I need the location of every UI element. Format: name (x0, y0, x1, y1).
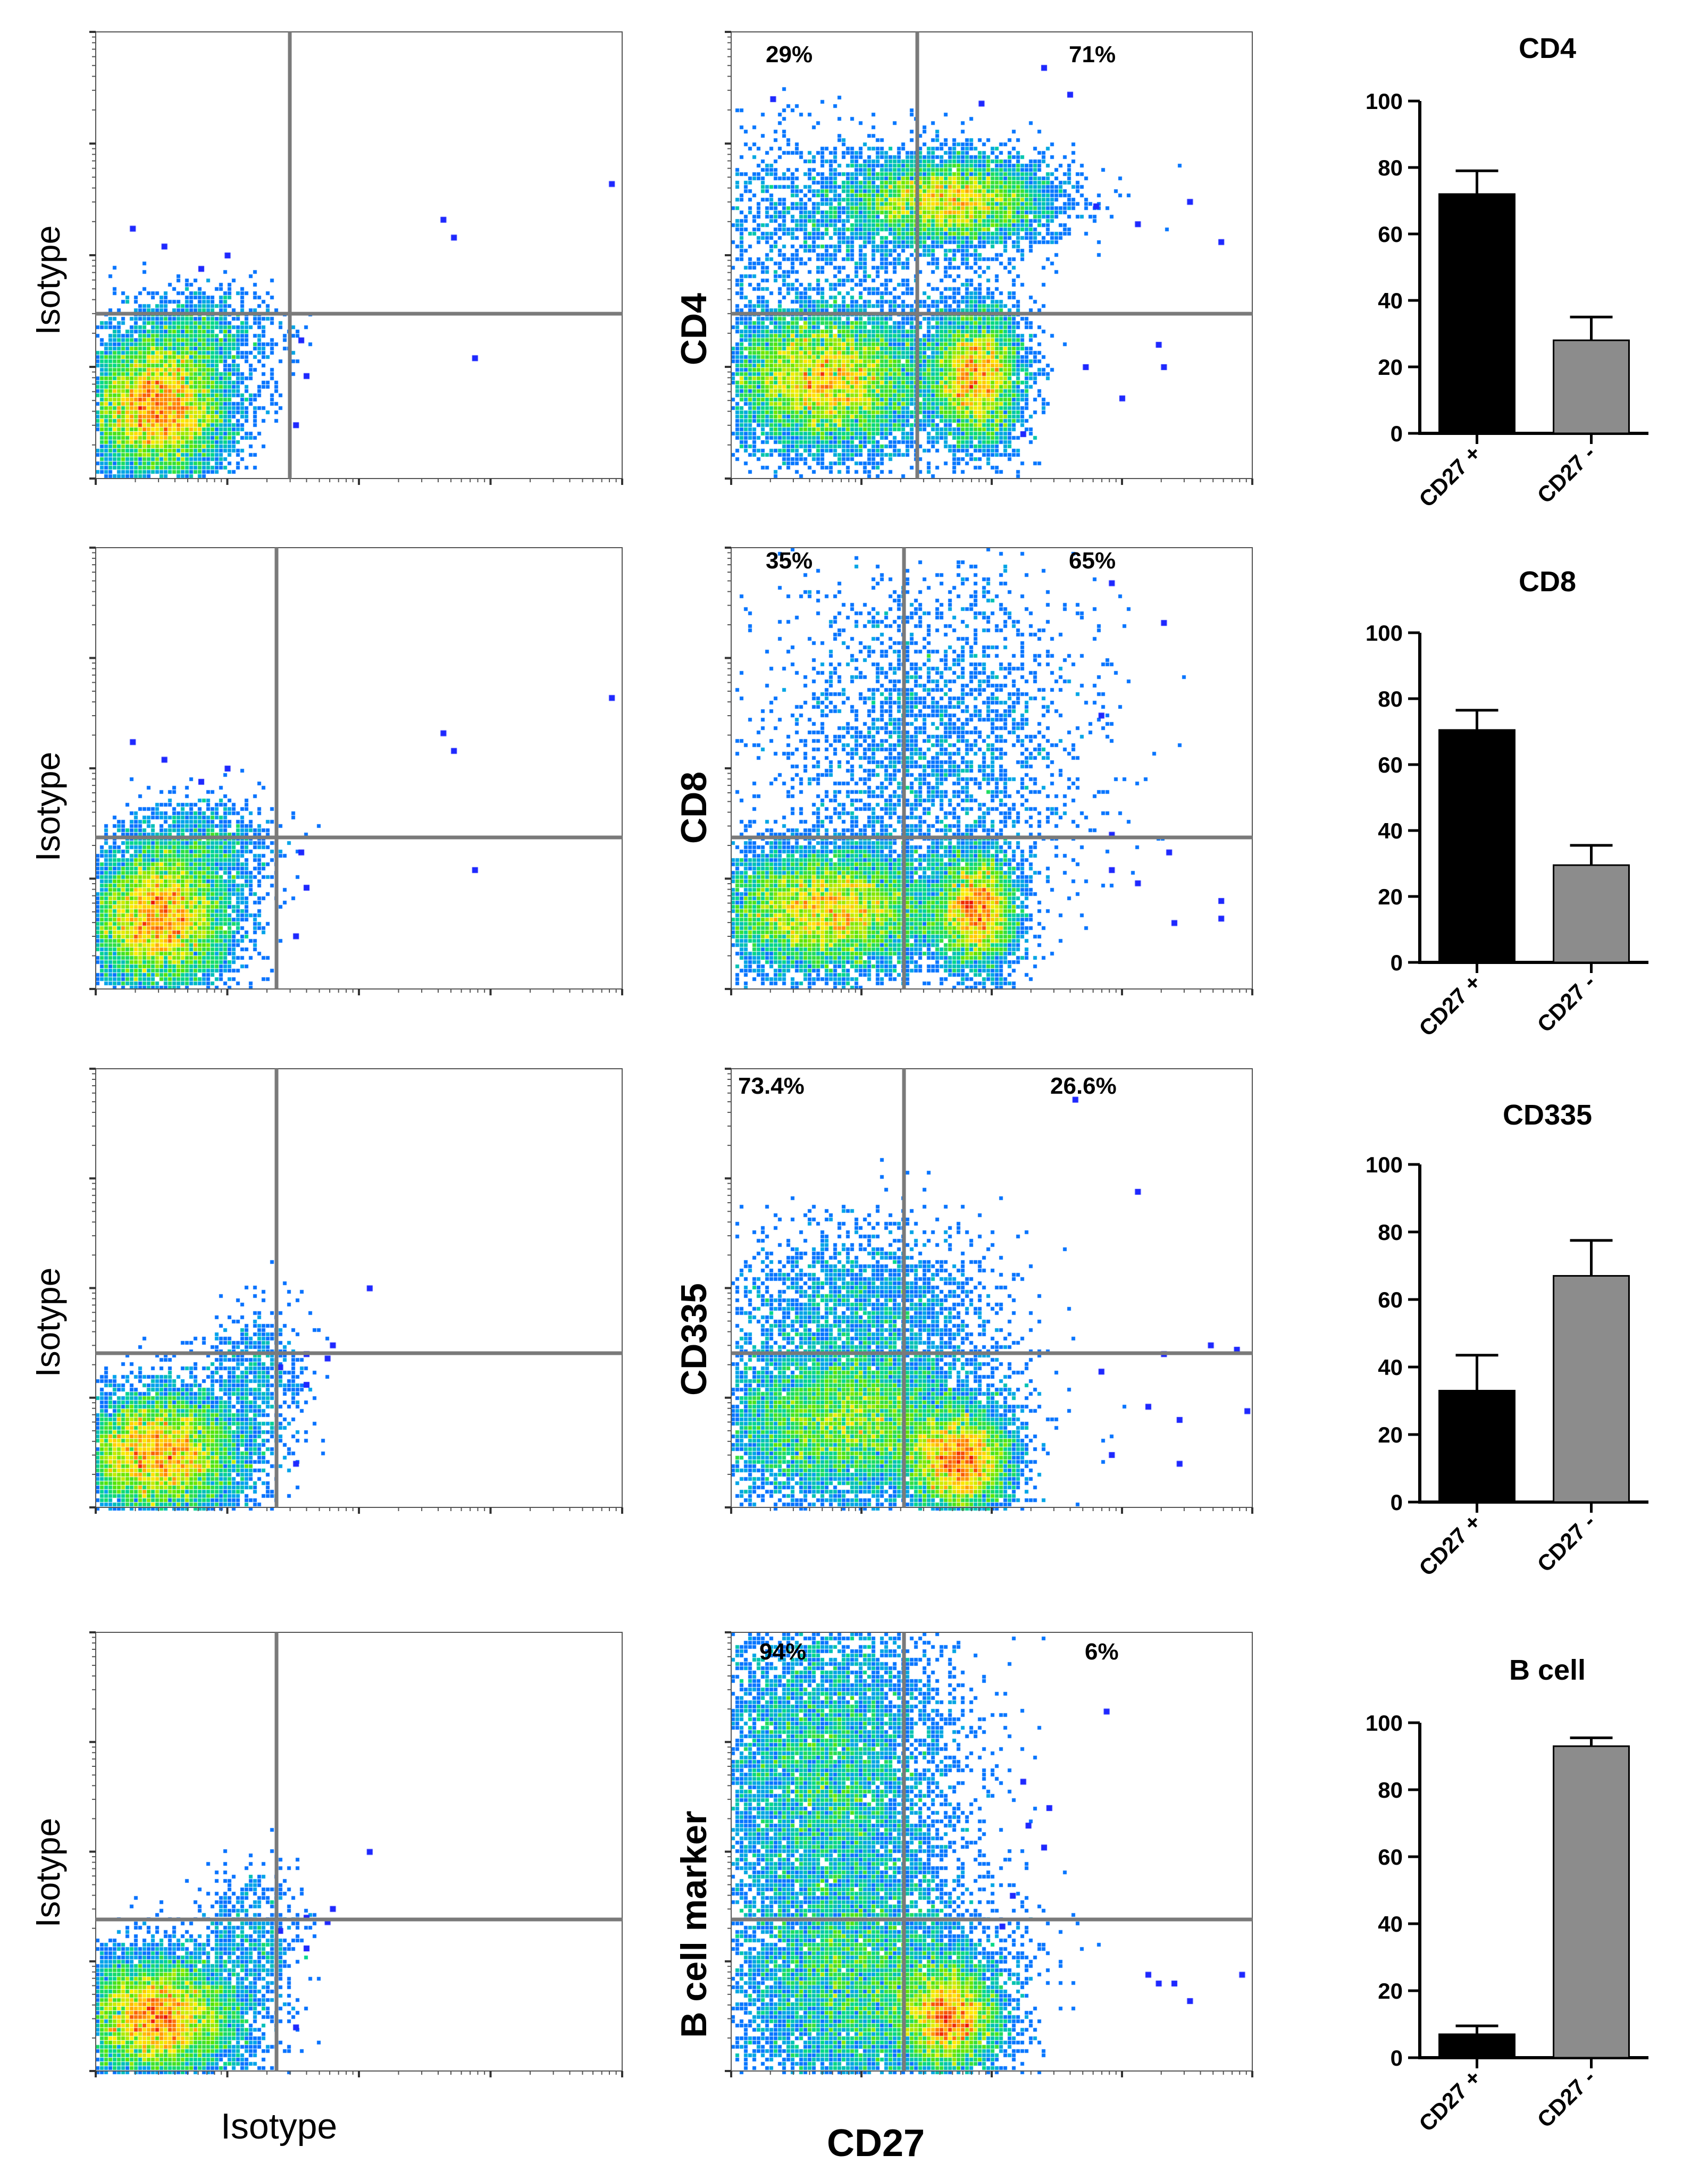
bar-y-tick-label: 80 (1378, 155, 1403, 180)
bar-y-tick-label: 0 (1391, 421, 1403, 446)
bar (1438, 729, 1516, 963)
bar-y-tick-label: 40 (1378, 818, 1403, 843)
row3-marker-frame (725, 1068, 1253, 1514)
row4-bcell-ylabel: B cell marker (674, 1810, 714, 2038)
row1-marker-frame (725, 31, 1253, 485)
bar-y-tick-label: 100 (1366, 1152, 1403, 1177)
bar (1553, 1275, 1630, 1503)
plot-frame (731, 1632, 1253, 2072)
bar-y-tick-label: 80 (1378, 1220, 1403, 1245)
row2-bar-title: CD8 (1518, 566, 1577, 598)
bar-y-tick-label: 0 (1391, 1490, 1403, 1515)
bar-y-tick-label: 0 (1391, 950, 1403, 975)
plot-frame (95, 1068, 623, 1508)
row4-q-right-pct: 6% (1085, 1639, 1119, 1665)
plot-frame (95, 31, 623, 479)
bar-y-tick-label: 20 (1378, 884, 1403, 909)
bar-category-label: CD27 - (1533, 969, 1600, 1037)
row3-isotype-ylabel: Isotype (29, 1267, 67, 1378)
bar-y-tick-label: 40 (1378, 1355, 1403, 1380)
bar-y-tick-label: 20 (1378, 355, 1403, 380)
row4-bar-title: B cell (1509, 1654, 1586, 1686)
bar (1438, 193, 1516, 434)
row4-isotype-frame (89, 1631, 623, 2077)
row4-isotype-ylabel: Isotype (29, 1817, 67, 1928)
bar-y-tick-label: 0 (1391, 2045, 1403, 2070)
bar-category-label: CD27 + (1414, 969, 1486, 1041)
bar-y-tick-label: 60 (1378, 1844, 1403, 1869)
cd27-xlabel: CD27 (827, 2122, 925, 2165)
bar (1438, 2033, 1516, 2059)
row3-isotype-frame (89, 1068, 623, 1514)
row2-q-right-pct: 65% (1069, 548, 1116, 574)
bar (1438, 1389, 1516, 1503)
row3-summary-chart: 0 20 40 60 80 100 CD27 + CD27 - (1366, 1152, 1648, 1581)
row1-q-right-pct: 71% (1069, 41, 1116, 68)
plot-frame (731, 547, 1253, 990)
bar-y-tick-label: 100 (1366, 89, 1403, 114)
bar-category-label: CD27 - (1533, 440, 1600, 508)
row1-q-left-pct: 29% (766, 41, 813, 68)
plot-frame (731, 1068, 1253, 1508)
bar (1553, 339, 1630, 434)
row2-summary-chart: 0 20 40 60 80 100 CD27 + CD27 - (1366, 621, 1648, 1041)
row1-isotype-ylabel: Isotype (29, 225, 67, 336)
bar (1553, 864, 1630, 963)
bar-y-tick-label: 60 (1378, 1287, 1403, 1312)
bar-y-tick-label: 20 (1378, 1978, 1403, 2003)
row1-isotype-frame (89, 31, 623, 485)
bar-y-tick-label: 60 (1378, 752, 1403, 777)
row2-marker-frame (725, 547, 1253, 995)
row2-cd8-ylabel: CD8 (674, 771, 714, 844)
plot-frame (95, 1632, 623, 2072)
row4-marker-frame (725, 1631, 1253, 2077)
bar-y-tick-label: 60 (1378, 222, 1403, 247)
row3-q-right-pct: 26.6% (1050, 1073, 1117, 1099)
row4-q-left-pct: 94% (759, 1639, 807, 1665)
plot-frame (95, 547, 623, 990)
bar-category-label: CD27 + (1414, 440, 1486, 512)
bar-y-tick-label: 20 (1378, 1422, 1403, 1447)
row2-isotype-frame (89, 547, 623, 995)
bar-category-label: CD27 + (1414, 1509, 1486, 1581)
bar-category-label: CD27 + (1414, 2065, 1486, 2136)
bar-y-tick-label: 100 (1366, 621, 1403, 645)
row3-cd335-ylabel: CD335 (674, 1283, 714, 1396)
row3-q-left-pct: 73.4% (738, 1073, 805, 1099)
bar-y-tick-label: 40 (1378, 1911, 1403, 1936)
row1-cd4-ylabel: CD4 (674, 292, 714, 366)
isotype-xlabel: Isotype (221, 2106, 338, 2147)
row1-summary-chart: 0 20 40 60 80 100 CD27 + CD27 - (1366, 89, 1648, 512)
row4-summary-chart: 0 20 40 60 80 100 CD27 + CD27 - (1366, 1711, 1648, 2136)
row3-bar-title: CD335 (1502, 1099, 1593, 1131)
bar-y-tick-label: 80 (1378, 686, 1403, 711)
row2-isotype-ylabel: Isotype (29, 751, 67, 862)
row1-bar-title: CD4 (1518, 32, 1577, 64)
bar (1553, 1745, 1630, 2059)
bar-y-tick-label: 40 (1378, 288, 1403, 313)
bar-category-label: CD27 - (1533, 2065, 1600, 2132)
plot-frame (731, 31, 1253, 479)
row2-q-left-pct: 35% (766, 548, 813, 574)
bar-y-tick-label: 80 (1378, 1777, 1403, 1802)
bar-category-label: CD27 - (1533, 1509, 1600, 1577)
bar-y-tick-label: 100 (1366, 1711, 1403, 1735)
